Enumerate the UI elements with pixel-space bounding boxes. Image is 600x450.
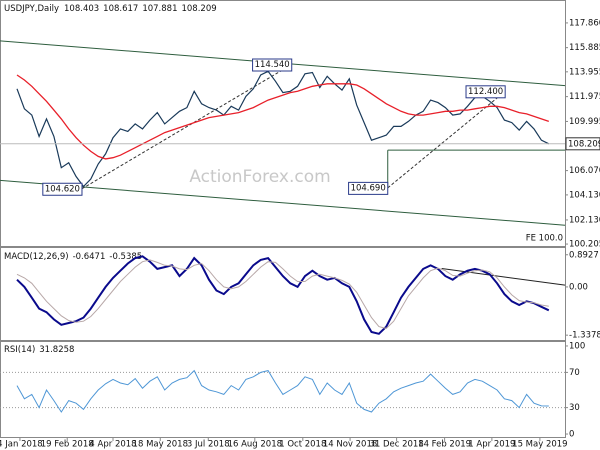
- y-tick-label: 30: [569, 403, 580, 413]
- y-tick-label: 102.130: [569, 215, 600, 225]
- rsi-value: 31.8258: [39, 345, 74, 355]
- x-tick-label: 4 Jan 2018: [0, 440, 43, 450]
- y-tick-label: 0.00: [569, 282, 588, 292]
- x-tick-label: 1 Apr 2019: [468, 440, 515, 450]
- annotation-label: 112.400: [468, 87, 503, 97]
- macd-panel: [0, 247, 566, 341]
- high: 108.617: [103, 4, 138, 14]
- series-line: [16, 255, 550, 335]
- open: 108.403: [64, 4, 99, 14]
- symbol: USDJPY,Daily: [4, 4, 59, 14]
- x-tick-label: 1 Oct 2018: [279, 440, 326, 450]
- y-tick-label: 70: [569, 368, 580, 378]
- annotation-label: 104.620: [45, 184, 80, 194]
- y-tick-label: 0.8927: [569, 250, 599, 260]
- y-tick-label: 115.885: [569, 43, 600, 53]
- series-line: [16, 369, 549, 413]
- y-tick-label: 111.975: [569, 92, 600, 102]
- y-tick-label: 113.955: [569, 67, 600, 77]
- x-tick-label: 31 Dec 2018: [369, 440, 423, 450]
- y-tick-label: 117.860: [569, 18, 600, 28]
- trend-line: [81, 64, 292, 190]
- rsi-title: RSI(14): [4, 345, 35, 355]
- series-line: [16, 74, 550, 160]
- watermark: ActionForex.com: [189, 167, 330, 187]
- rsi-panel: [0, 341, 566, 438]
- signal-value: -0.5385: [109, 252, 142, 262]
- macd-title: MACD(12,26,9): [4, 252, 69, 262]
- y-tick-label: 104.130: [569, 190, 600, 200]
- x-tick-label: 4 Apr 2018: [89, 440, 136, 450]
- price-header: USDJPY,Daily 108.403 108.617 107.881 108.209: [4, 4, 217, 14]
- annotation-box: [252, 58, 293, 72]
- y-tick-label: 0: [569, 430, 574, 440]
- x-tick-label: 15 May 2019: [512, 440, 567, 450]
- x-tick-label: 14 Nov 2018: [323, 440, 377, 450]
- series-line: [16, 70, 550, 188]
- close: 108.209: [181, 4, 216, 14]
- y-tick-label: 100.205: [569, 240, 600, 250]
- trend-line: [0, 179, 566, 226]
- y-tick-label: 106.070: [569, 166, 600, 176]
- trend-line: [441, 268, 566, 286]
- macd-header: MACD(12,26,9) -0.6471 -0.5385: [4, 252, 142, 262]
- annotation-box: [42, 182, 83, 196]
- annotation-box: [348, 181, 389, 195]
- price-label: 108.209: [568, 139, 600, 149]
- annotation-label: 104.690: [351, 183, 386, 193]
- x-tick-label: 18 May 2018: [133, 440, 188, 450]
- x-tick-label: 16 Aug 2018: [228, 440, 282, 450]
- x-tick-label: 3 Jul 2018: [187, 440, 230, 450]
- macd-value: -0.6471: [73, 252, 106, 262]
- annotation-label: 114.540: [255, 60, 290, 70]
- y-tick-label: 109.995: [569, 117, 600, 127]
- annotation-box: [465, 85, 506, 99]
- x-tick-label: 19 Feb 2018: [41, 440, 94, 450]
- rsi-header: RSI(14) 31.8258: [4, 345, 74, 355]
- y-tick-label: -1.3378: [569, 331, 600, 341]
- x-tick-label: 14 Feb 2019: [418, 440, 471, 450]
- fe-label: FE 100.0: [526, 234, 563, 244]
- price-panel: [0, 0, 566, 247]
- low: 107.881: [142, 4, 177, 14]
- series-line: [16, 259, 549, 329]
- y-tick-label: 100: [569, 341, 585, 351]
- price-box: [565, 137, 600, 151]
